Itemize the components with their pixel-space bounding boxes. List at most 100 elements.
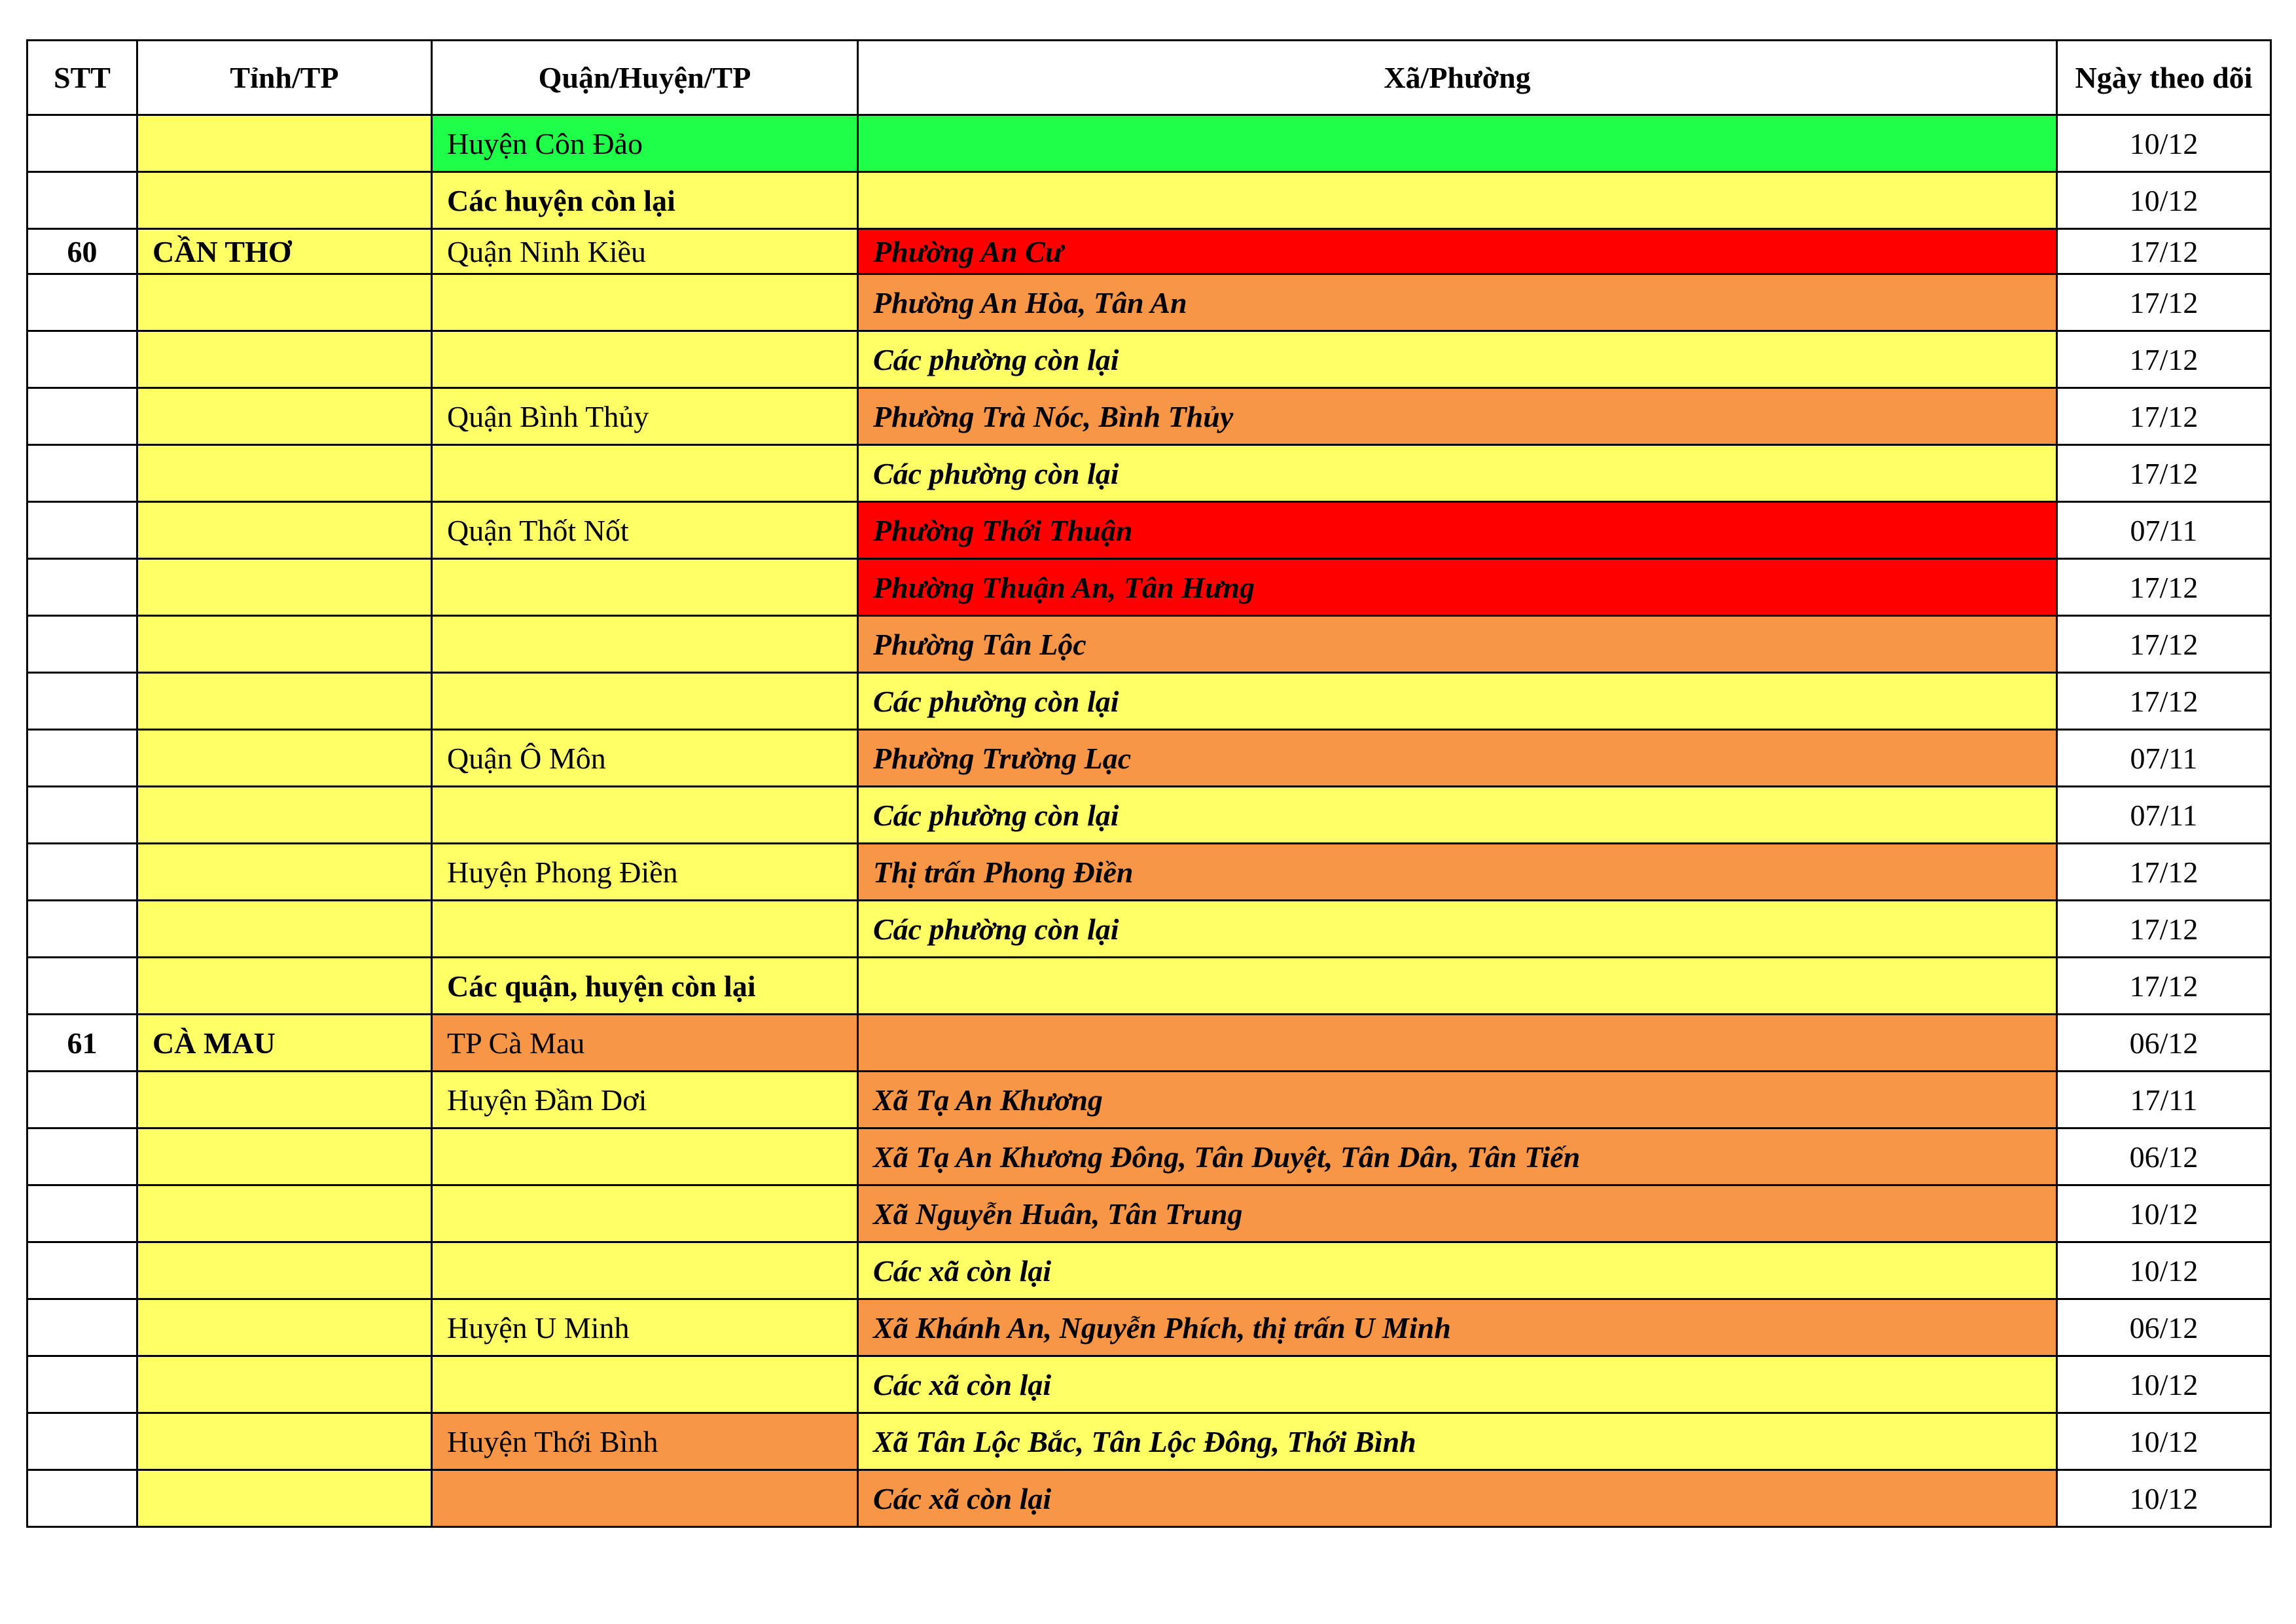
- ward-cell: Các phường còn lại: [857, 785, 2058, 844]
- table-row: Các phường còn lại 17/12: [26, 444, 2272, 503]
- district-cell: [431, 672, 859, 731]
- district-cell: [431, 1127, 859, 1186]
- table-row: Quận Ô Môn Phường Trường Lạc 07/11: [26, 729, 2272, 787]
- district-cell: Huyện Đầm Dơi: [431, 1070, 859, 1129]
- ward-cell: Phường Trường Lạc: [857, 729, 2058, 787]
- table-row: Các xã còn lại 10/12: [26, 1469, 2272, 1528]
- covid-zone-table: STT Tỉnh/TP Quận/Huyện/TP Xã/Phường Ngày…: [26, 39, 2272, 1528]
- stt-cell: [26, 1355, 138, 1414]
- province-cell: [136, 1184, 433, 1243]
- ward-cell: Phường Thuận An, Tân Hưng: [857, 558, 2058, 617]
- district-cell: TP Cà Mau: [431, 1013, 859, 1072]
- date-cell: 10/12: [2056, 1355, 2272, 1414]
- stt-cell: [26, 444, 138, 503]
- district-cell: Các huyện còn lại: [431, 171, 859, 230]
- table-row: Các huyện còn lại 10/12: [26, 171, 2272, 230]
- table-row: Các phường còn lại 07/11: [26, 785, 2272, 844]
- district-cell: Huyện Phong Điền: [431, 842, 859, 901]
- date-cell: 10/12: [2056, 1412, 2272, 1471]
- table-row: Quận Thốt Nốt Phường Thới Thuận 07/11: [26, 501, 2272, 560]
- district-cell: [431, 273, 859, 332]
- province-cell: [136, 956, 433, 1015]
- date-cell: 17/12: [2056, 899, 2272, 958]
- stt-cell: [26, 171, 138, 230]
- ward-cell: Phường Trà Nóc, Bình Thủy: [857, 387, 2058, 446]
- stt-cell: [26, 558, 138, 617]
- header-ward: Xã/Phường: [857, 39, 2058, 116]
- header-province: Tỉnh/TP: [136, 39, 433, 116]
- stt-cell: [26, 330, 138, 389]
- province-cell: [136, 444, 433, 503]
- date-cell: 06/12: [2056, 1013, 2272, 1072]
- date-cell: 10/12: [2056, 1469, 2272, 1528]
- ward-cell: Các phường còn lại: [857, 330, 2058, 389]
- stt-cell: [26, 1070, 138, 1129]
- ward-cell: Các xã còn lại: [857, 1355, 2058, 1414]
- province-cell: [136, 501, 433, 560]
- header-row: STT Tỉnh/TP Quận/Huyện/TP Xã/Phường Ngày…: [26, 39, 2272, 116]
- district-cell: [431, 330, 859, 389]
- province-cell: [136, 842, 433, 901]
- province-cell: [136, 1469, 433, 1528]
- province-cell: [136, 729, 433, 787]
- stt-cell: [26, 1412, 138, 1471]
- district-cell: Quận Ô Môn: [431, 729, 859, 787]
- province-cell: [136, 558, 433, 617]
- province-cell: [136, 899, 433, 958]
- date-cell: 17/12: [2056, 615, 2272, 674]
- stt-cell: [26, 899, 138, 958]
- date-cell: 06/12: [2056, 1127, 2272, 1186]
- ward-cell: Các xã còn lại: [857, 1469, 2058, 1528]
- date-cell: 17/12: [2056, 387, 2272, 446]
- date-cell: 17/12: [2056, 273, 2272, 332]
- ward-cell: Xã Tạ An Khương: [857, 1070, 2058, 1129]
- table-row: Xã Nguyễn Huân, Tân Trung 10/12: [26, 1184, 2272, 1243]
- table-row: Các phường còn lại 17/12: [26, 899, 2272, 958]
- stt-cell: [26, 1241, 138, 1300]
- header-district: Quận/Huyện/TP: [431, 39, 859, 116]
- ward-cell: [857, 1013, 2058, 1072]
- table-row: 61 CÀ MAU TP Cà Mau 06/12: [26, 1013, 2272, 1072]
- date-cell: 10/12: [2056, 171, 2272, 230]
- ward-cell: Xã Tạ An Khương Đông, Tân Duyệt, Tân Dân…: [857, 1127, 2058, 1186]
- date-cell: 10/12: [2056, 1241, 2272, 1300]
- ward-cell: Phường Thới Thuận: [857, 501, 2058, 560]
- stt-cell: [26, 785, 138, 844]
- date-cell: 10/12: [2056, 1184, 2272, 1243]
- district-cell: Quận Thốt Nốt: [431, 501, 859, 560]
- date-cell: 06/12: [2056, 1298, 2272, 1357]
- ward-cell: Phường An Cư: [857, 228, 2058, 275]
- date-cell: 07/11: [2056, 729, 2272, 787]
- district-cell: [431, 1241, 859, 1300]
- table-row: Các phường còn lại 17/12: [26, 330, 2272, 389]
- ward-cell: [857, 956, 2058, 1015]
- table-row: Các xã còn lại 10/12: [26, 1355, 2272, 1414]
- date-cell: 07/11: [2056, 785, 2272, 844]
- date-cell: 17/12: [2056, 672, 2272, 731]
- table-row: Xã Tạ An Khương Đông, Tân Duyệt, Tân Dân…: [26, 1127, 2272, 1186]
- date-cell: 17/12: [2056, 558, 2272, 617]
- table-row: Các xã còn lại 10/12: [26, 1241, 2272, 1300]
- province-cell: [136, 672, 433, 731]
- stt-cell: 61: [26, 1013, 138, 1072]
- district-cell: [431, 1184, 859, 1243]
- ward-cell: Thị trấn Phong Điền: [857, 842, 2058, 901]
- district-cell: Quận Ninh Kiều: [431, 228, 859, 275]
- date-cell: 07/11: [2056, 501, 2272, 560]
- district-cell: Quận Bình Thủy: [431, 387, 859, 446]
- date-cell: 17/12: [2056, 330, 2272, 389]
- date-cell: 10/12: [2056, 114, 2272, 173]
- date-cell: 17/12: [2056, 842, 2272, 901]
- district-cell: Huyện U Minh: [431, 1298, 859, 1357]
- ward-cell: Các phường còn lại: [857, 444, 2058, 503]
- table-row: Huyện Đầm Dơi Xã Tạ An Khương 17/11: [26, 1070, 2272, 1129]
- district-cell: Huyện Thới Bình: [431, 1412, 859, 1471]
- province-cell: [136, 785, 433, 844]
- province-cell: [136, 387, 433, 446]
- province-cell: [136, 114, 433, 173]
- ward-cell: [857, 114, 2058, 173]
- district-cell: [431, 899, 859, 958]
- header-date: Ngày theo dõi: [2056, 39, 2272, 116]
- district-cell: Các quận, huyện còn lại: [431, 956, 859, 1015]
- stt-cell: [26, 114, 138, 173]
